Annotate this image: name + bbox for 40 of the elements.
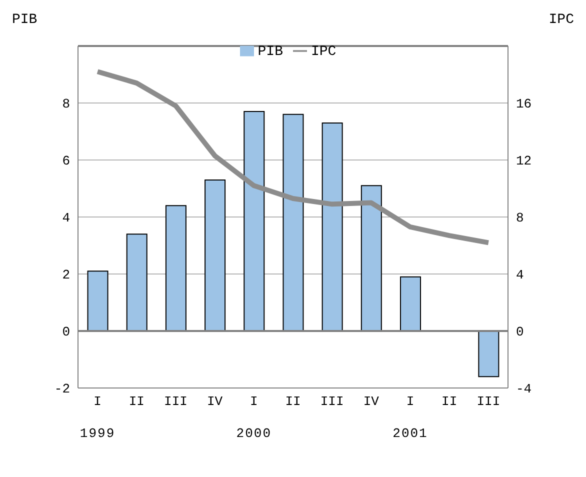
y-tick-label: 2: [62, 268, 70, 283]
bar: [360, 185, 382, 332]
y-tick-label: -2: [54, 382, 70, 397]
x-tick-label: III: [476, 394, 500, 410]
y-tick-label: 4: [62, 210, 70, 226]
bar: [165, 205, 186, 332]
y-axis-title: PIB: [12, 12, 38, 28]
bar: [322, 122, 343, 332]
y2-tick-label: -4: [516, 382, 532, 397]
x-tick-label: III: [320, 394, 344, 410]
bar: [87, 270, 108, 332]
text: 2001: [392, 426, 429, 441]
x-tick-label: III: [164, 394, 188, 410]
x-tick-label: I: [406, 394, 414, 410]
x-tick-label: I: [94, 394, 102, 410]
bar: [400, 276, 421, 332]
legend-label: IPC: [311, 44, 336, 60]
y-tick-label: 8: [62, 96, 70, 112]
bar: [478, 330, 500, 378]
x-tick-label: II: [285, 394, 301, 410]
y2-axis-title: IPC: [548, 12, 574, 28]
x-tick-label: IV: [207, 394, 223, 410]
y2-tick-label: 0: [516, 324, 524, 340]
bar: [126, 234, 148, 332]
text: 2000: [235, 426, 273, 441]
x-tick-label: II: [442, 394, 458, 410]
bar: [244, 111, 265, 332]
bar: [282, 114, 304, 332]
x-tick-label: I: [250, 394, 258, 410]
x-tick-label: II: [128, 394, 144, 410]
y2-tick-label: 12: [516, 154, 532, 169]
legend-label: PIB: [258, 44, 283, 60]
x-tick-label: IV: [363, 394, 380, 410]
y2-tick-label: 4: [516, 268, 524, 283]
y2-tick-label: 16: [516, 96, 532, 112]
bar: [204, 179, 226, 332]
y2-tick-label: 8: [516, 210, 524, 226]
y-tick-label: 0: [62, 324, 70, 340]
text: 1999: [78, 426, 116, 441]
y-tick-label: 6: [62, 154, 70, 169]
